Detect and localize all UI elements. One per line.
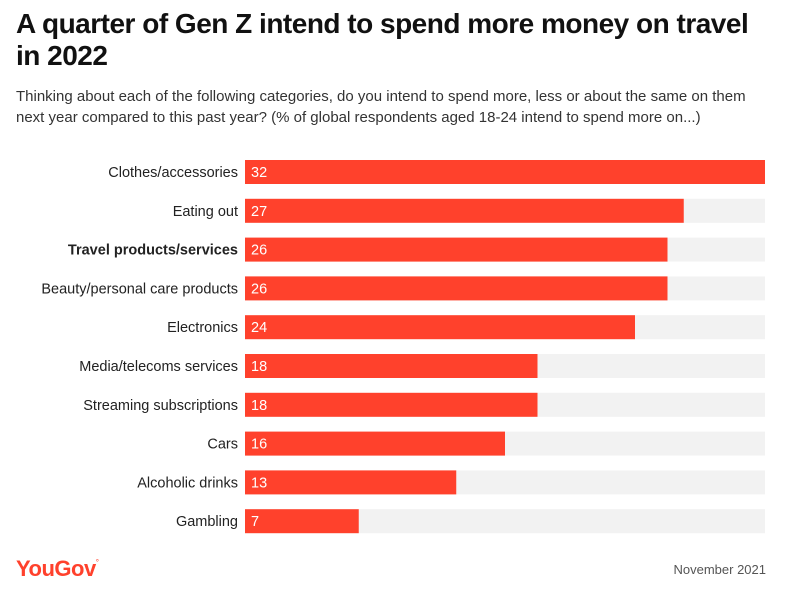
category-label: Alcoholic drinks: [137, 475, 238, 491]
bar: [245, 509, 359, 534]
bar-row: Beauty/personal care products 26: [41, 276, 765, 301]
data-label: 7: [251, 514, 259, 530]
bar-row: Alcoholic drinks 13: [137, 470, 765, 495]
data-label: 26: [251, 243, 267, 259]
bar: [245, 315, 635, 340]
data-label: 32: [251, 165, 267, 181]
bar: [245, 237, 668, 262]
bar-row: Cars 16: [207, 431, 765, 456]
bar-row: Eating out 27: [173, 198, 765, 223]
bar-row: Electronics 24: [167, 315, 765, 340]
category-label: Gambling: [176, 514, 238, 530]
bar-row: Gambling 7: [176, 509, 765, 534]
category-label: Eating out: [173, 204, 238, 220]
data-label: 18: [251, 359, 267, 375]
data-label: 16: [251, 437, 267, 453]
brand-name: YouGov: [16, 556, 96, 581]
bar: [245, 160, 765, 184]
yougov-logo: YouGov°: [16, 556, 99, 581]
publication-date: November 2021: [673, 562, 767, 577]
bar: [245, 354, 538, 378]
bar-row: Streaming subscriptions 18: [83, 392, 765, 417]
bar: [245, 276, 668, 301]
category-label: Clothes/accessories: [108, 165, 238, 181]
data-label: 26: [251, 281, 267, 297]
category-label: Media/telecoms services: [79, 359, 238, 375]
data-label: 27: [251, 204, 267, 220]
category-label: Cars: [207, 437, 238, 453]
bar-chart: Clothes/accessories 32 Eating out 27 Travel …: [41, 160, 765, 534]
bar-row: Clothes/accessories 32: [108, 160, 765, 184]
bar-row: Media/telecoms services 18: [79, 354, 765, 378]
chart-subtitle: Thinking about each of the following cat…: [16, 88, 746, 126]
bar: [245, 392, 538, 417]
bar-row: Travel products/services 26: [68, 237, 765, 262]
category-label: Electronics: [167, 320, 238, 336]
bar: [245, 470, 457, 495]
bar: [245, 198, 684, 223]
category-label-highlighted: Travel products/services: [68, 243, 238, 259]
data-label: 18: [251, 398, 267, 414]
bar: [245, 431, 505, 456]
category-label: Streaming subscriptions: [83, 398, 238, 414]
data-label: 24: [251, 320, 267, 336]
data-label: 13: [251, 475, 267, 491]
category-label: Beauty/personal care products: [41, 281, 238, 297]
chart-title: A quarter of Gen Z intend to spend more …: [16, 8, 749, 71]
